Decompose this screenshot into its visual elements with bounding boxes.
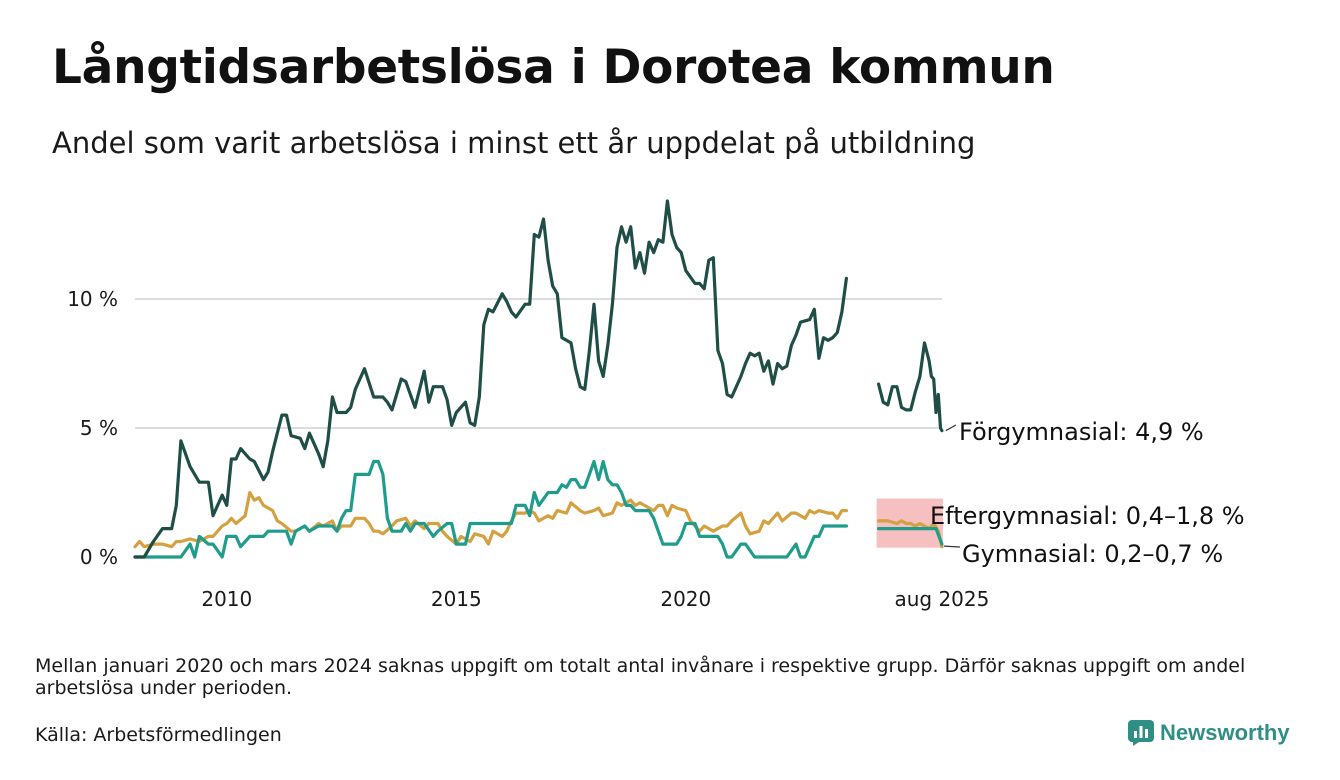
series-label-forgymnasial: Förgymnasial: 4,9 %	[959, 418, 1204, 446]
series-line-eftergymnasial	[133, 490, 849, 549]
chart-subtitle: Andel som varit arbetslösa i minst ett å…	[52, 126, 976, 160]
y-tick-label: 5 %	[80, 416, 118, 440]
footnote: Mellan januari 2020 och mars 2024 saknas…	[35, 655, 1246, 699]
series-label-eftergymnasial: Eftergymnasial: 0,4–1,8 %	[930, 502, 1245, 530]
label-leader-gymnasial	[943, 545, 960, 548]
series-line-forgymnasial	[876, 341, 944, 433]
brand-name: Newsworthy	[1160, 720, 1290, 745]
x-tick-label: 2020	[660, 587, 711, 611]
chart-title: Långtidsarbetslösa i Dorotea kommun	[52, 40, 1055, 95]
y-axis-ticks: 0 % 5 % 10 %	[67, 287, 118, 569]
series-line-forgymnasial	[133, 199, 849, 559]
series-line-gymnasial	[133, 459, 849, 559]
series-labels: Förgymnasial: 4,9 % Eftergymnasial: 0,4–1…	[930, 418, 1245, 568]
bar-chart-icon	[1128, 720, 1154, 746]
y-tick-label: 0 %	[80, 545, 118, 569]
x-axis-ticks: 2010 2015 2020 aug 2025	[201, 587, 989, 611]
series-label-gymnasial: Gymnasial: 0,2–0,7 %	[962, 540, 1223, 568]
series-line-gymnasial	[876, 526, 944, 546]
brand-logo: Newsworthy	[1128, 718, 1290, 748]
x-tick-label: aug 2025	[894, 587, 989, 611]
label-leader-forgymnasial	[945, 424, 957, 432]
x-tick-label: 2015	[431, 587, 482, 611]
x-tick-label: 2010	[201, 587, 252, 611]
series-lines	[133, 199, 944, 559]
series-line-eftergymnasial	[876, 519, 944, 549]
gridlines	[135, 298, 942, 429]
y-tick-label: 10 %	[67, 287, 118, 311]
line-chart: 0 % 5 % 10 % 2010 2015 2020 aug 2025 Förgymna…	[67, 199, 1245, 611]
source-credit: Källa: Arbetsförmedlingen	[35, 724, 282, 746]
